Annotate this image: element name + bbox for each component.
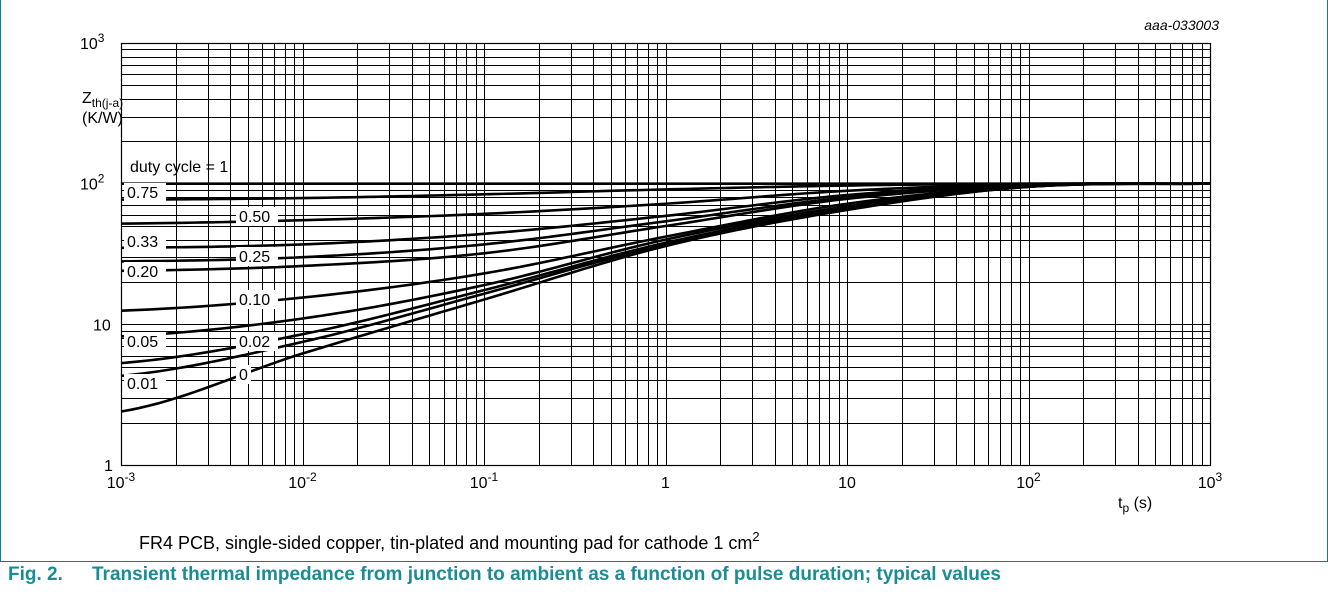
x-tick-base: 1 [661,475,670,492]
y-tick-base: 10 [93,317,111,334]
y-tick-label: 10 [93,317,111,334]
x-tick-base: 10 [107,475,125,492]
series-label-10: 0 [236,365,251,384]
y-axis-subscript: th(j-a) [92,96,123,110]
series-label-8: 0.02 [236,332,278,351]
series-label-box [124,232,166,251]
series-line-10 [120,182,1211,413]
x-axis-label: tp (s) [1118,495,1152,515]
x-tick-label: 1 [661,475,670,492]
y-tick-label: 1 [104,458,113,475]
x-tick-label: 10-3 [107,470,136,492]
series-label-box [124,262,166,281]
x-tick-exp: -2 [306,470,317,484]
y-tick-label: 103 [80,31,105,53]
figure-title: Transient thermal impedance from junctio… [92,564,1001,585]
series-label-text: 0.10 [239,292,270,309]
series-label-9: 0.01 [124,374,166,393]
figure-caption: Fig. 2. Transient thermal impedance from … [8,564,1001,586]
series-label-text: duty cycle = 1 [130,159,228,176]
chart-note-text: FR4 PCB, single-sided copper, tin-plated… [139,533,752,553]
y-tick-exp: 2 [98,172,105,186]
series-label-4: 0.25 [236,247,278,266]
y-axis-unit: (K/W) [82,110,123,127]
series-label-text: 0.25 [239,249,270,266]
x-tick-base: 10 [288,475,306,492]
chart-note: FR4 PCB, single-sided copper, tin-plated… [139,529,760,553]
series-label-text: 0.33 [127,234,158,251]
x-tick-label: 10-1 [470,470,499,492]
x-axis-subscript: p [1122,501,1129,515]
series-label-text: 0 [239,367,248,384]
x-tick-exp: -3 [125,470,136,484]
y-tick-label: 102 [80,172,105,194]
x-tick-base: 10 [470,475,488,492]
series-label-1: 0.75 [124,183,166,202]
chart-note-sup: 2 [752,529,759,544]
grid [121,43,1210,465]
series-label-box [124,332,166,351]
x-tick-base: 10 [1198,475,1216,492]
series-label-box [236,290,278,309]
series-label-text: 0.02 [239,334,270,351]
y-tick-base: 10 [80,36,98,53]
x-tick-label: 103 [1198,470,1223,492]
x-tick-exp: -1 [488,470,499,484]
series-label-box [236,332,278,351]
y-tick-base: 10 [80,177,98,194]
series-label-6: 0.10 [236,290,278,309]
series-label-3: 0.33 [124,232,166,251]
series-label-box [124,374,166,393]
figure-number: Fig. 2. [8,564,63,585]
y-axis-symbol: Z [82,90,92,107]
x-axis-unit: (s) [1129,495,1152,512]
chart: duty cycle = 1 0.75 0.50 0.33 0.25 0.20 0.10 0.… [80,17,1223,553]
series-label-5: 0.20 [124,262,166,281]
x-tick-base: 10 [838,475,856,492]
plot-area [121,43,1210,465]
series-label-7: 0.05 [124,332,166,351]
y-tick-base: 1 [104,458,113,475]
x-tick-exp: 3 [1216,470,1223,484]
series-label-box [124,183,166,202]
x-tick-label: 102 [1016,470,1041,492]
series-label-text: 0.01 [127,376,158,393]
series-group [120,182,1211,413]
series-label-box [236,207,278,226]
x-tick-label: 10 [838,475,856,492]
y-tick-exp: 3 [98,31,105,45]
figure-code: aaa-033003 [1144,17,1219,33]
series-label-text: 0.75 [127,185,158,202]
x-axis-symbol: t [1118,495,1123,512]
series-label-text: 0.50 [239,209,270,226]
x-tick-exp: 2 [1034,470,1041,484]
series-label-2: 0.50 [236,207,278,226]
series-label-box [236,365,251,384]
y-axis-label: Zth(j-a) [82,90,123,110]
series-label-text: 0.05 [127,334,158,351]
series-labels: duty cycle = 1 0.75 0.50 0.33 0.25 0.20 0.10 0.… [124,159,278,393]
series-label-0: duty cycle = 1 [130,159,228,176]
plot-border [120,42,1212,467]
series-label-text: 0.20 [127,264,158,281]
series-label-box [236,247,278,266]
x-tick-base: 10 [1016,475,1034,492]
x-tick-label: 10-2 [288,470,317,492]
